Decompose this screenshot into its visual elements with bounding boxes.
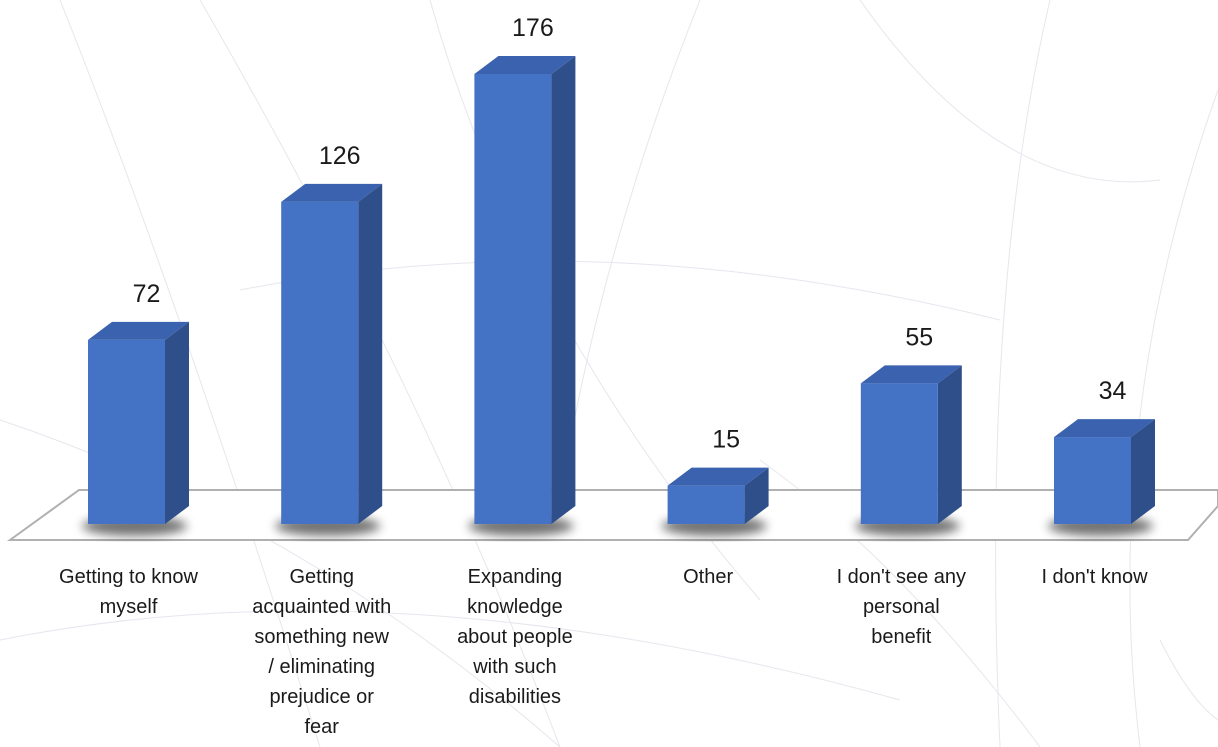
category-label: I don't see any personal benefit [837, 566, 966, 648]
bar [1054, 437, 1131, 524]
chart-floor [10, 490, 1218, 540]
category-label: Getting to know myself [59, 566, 199, 618]
value-label: 15 [712, 426, 740, 454]
category-label-line: I don't see any [837, 566, 966, 588]
bars-group [82, 56, 1155, 536]
background-line [996, 0, 1050, 747]
category-label: Expanding knowledge about people with such d… [457, 566, 573, 708]
category-label-line: about people [457, 626, 573, 648]
bar [861, 383, 938, 524]
category-label-line: knowledge [467, 596, 563, 618]
category-labels-group: Getting to know myself Getting acquainted w… [59, 566, 1148, 738]
category-label-line: prejudice or [269, 686, 374, 708]
category-label-line: disabilities [469, 686, 561, 708]
background-line [1130, 90, 1218, 747]
background-line [0, 611, 900, 700]
value-label: 176 [512, 14, 554, 42]
category-label-line: Getting [289, 566, 353, 588]
bar-side [358, 184, 382, 524]
category-label-line: fear [304, 716, 339, 738]
background-line [560, 0, 700, 500]
bar-side [1131, 419, 1155, 524]
category-label-line: I don't know [1041, 566, 1148, 588]
category-label-line: benefit [871, 626, 931, 648]
bar-side [551, 56, 575, 524]
bar [281, 202, 358, 524]
category-label-line: Other [683, 566, 733, 588]
background-line [1160, 640, 1218, 720]
bar [474, 74, 551, 524]
category-label-line: Expanding [468, 566, 563, 588]
category-label-line: / eliminating [268, 656, 375, 678]
bar [88, 340, 165, 524]
bar [668, 486, 745, 524]
value-label: 34 [1099, 377, 1127, 405]
category-label-line: with such [472, 656, 556, 678]
bar-side [165, 322, 189, 524]
category-label-line: myself [100, 596, 158, 618]
category-label: I don't know [1041, 566, 1148, 588]
value-label: 72 [133, 280, 161, 308]
value-label: 126 [319, 142, 361, 170]
category-label-line: personal [863, 596, 940, 618]
category-label-line: something new [254, 626, 389, 648]
category-label: Getting acquainted with something new / eli… [252, 566, 391, 738]
value-label: 55 [905, 323, 933, 351]
bar-side [938, 365, 962, 524]
category-label-line: Getting to know [59, 566, 199, 588]
background-line [860, 0, 1160, 182]
category-label-line: acquainted with [252, 596, 391, 618]
category-label: Other [683, 566, 733, 588]
